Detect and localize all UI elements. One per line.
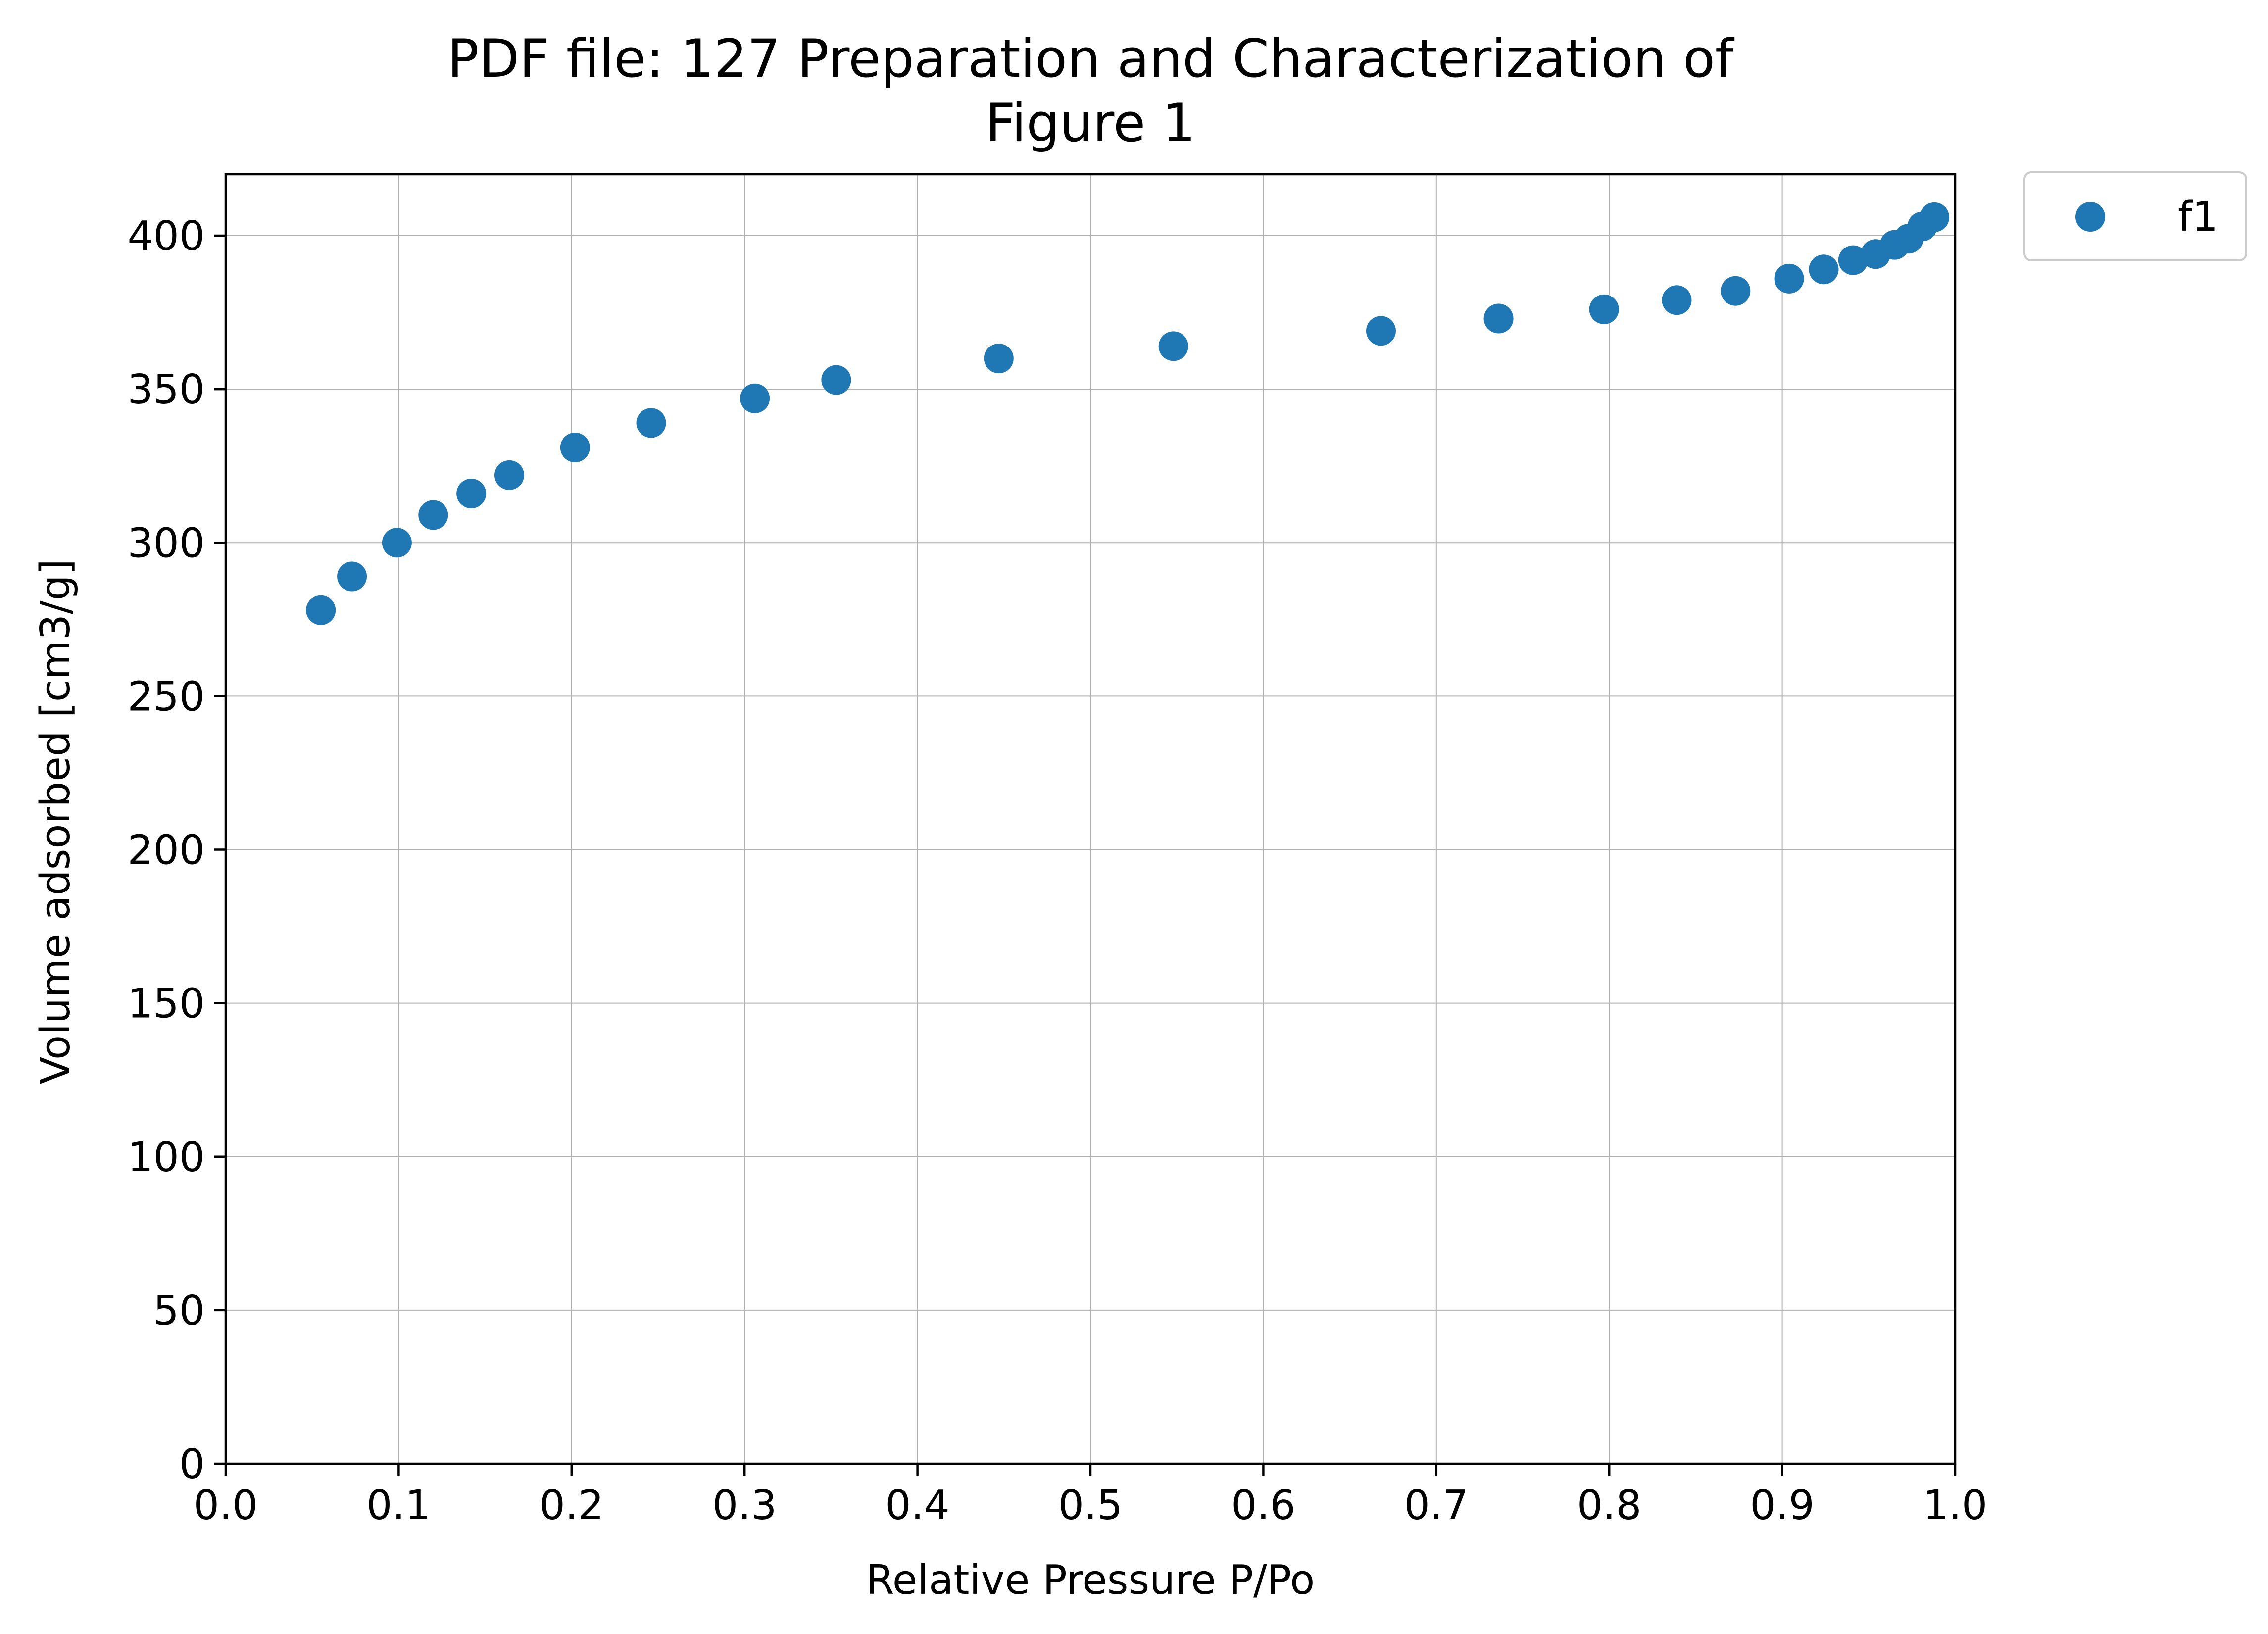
- x-axis-label: Relative Pressure P/Po: [866, 1557, 1315, 1604]
- data-point: [382, 528, 412, 558]
- y-tick-label: 0: [179, 1441, 205, 1488]
- data-point: [1721, 276, 1751, 306]
- data-point: [1662, 285, 1692, 315]
- data-point: [1589, 294, 1619, 324]
- x-tick-label: 0.8: [1577, 1482, 1641, 1529]
- data-point: [494, 460, 525, 490]
- y-tick-label: 350: [127, 366, 205, 413]
- x-tick-label: 0.2: [540, 1482, 604, 1529]
- x-tick-label: 0.4: [885, 1482, 949, 1529]
- data-point: [560, 433, 590, 463]
- y-tick-label: 100: [127, 1134, 205, 1181]
- x-tick-label: 1.0: [1923, 1482, 1987, 1529]
- legend-marker-f1: [2075, 202, 2105, 232]
- data-point: [984, 344, 1014, 374]
- x-tick-label: 0.7: [1404, 1482, 1469, 1529]
- data-points: [306, 202, 1950, 625]
- data-point: [1366, 316, 1396, 346]
- data-point: [456, 479, 487, 509]
- data-point: [306, 595, 336, 625]
- data-point: [821, 365, 851, 395]
- data-point: [740, 383, 770, 413]
- chart-title-line-1: PDF file: 127 Preparation and Characteri…: [447, 28, 1735, 89]
- y-axis-ticks: 0 50 100 150 200 250 300 350 400: [127, 213, 226, 1488]
- legend: f1: [2023, 171, 2247, 261]
- y-tick-label: 400: [127, 213, 205, 260]
- data-point: [636, 408, 666, 438]
- chart-title-line-2: Figure 1: [986, 93, 1196, 153]
- data-point: [1158, 331, 1188, 361]
- x-tick-label: 0.1: [366, 1482, 431, 1529]
- y-axis-label: Volume adsorbed [cm3/g]: [32, 559, 79, 1084]
- y-tick-label: 300: [127, 520, 205, 567]
- data-point: [418, 500, 448, 530]
- data-point: [1809, 254, 1839, 285]
- x-tick-label: 0.0: [194, 1482, 258, 1529]
- data-point: [1483, 303, 1514, 334]
- legend-box: [2023, 171, 2247, 261]
- data-point: [337, 561, 367, 592]
- legend-label-f1: f1: [2178, 194, 2218, 241]
- chart-title: PDF file: 127 Preparation and Characteri…: [447, 28, 1735, 153]
- plot-frame: [224, 173, 1957, 1465]
- x-tick-label: 0.5: [1058, 1482, 1123, 1529]
- x-tick-label: 0.9: [1750, 1482, 1814, 1529]
- y-tick-label: 250: [127, 673, 205, 720]
- data-point: [1774, 263, 1804, 294]
- x-tick-label: 0.6: [1231, 1482, 1295, 1529]
- x-tick-label: 0.3: [712, 1482, 777, 1529]
- data-point: [1838, 245, 1868, 275]
- y-tick-label: 150: [127, 981, 205, 1028]
- x-axis-ticks: 0.0 0.1 0.2 0.3 0.4 0.5 0.6 0.7 0.8 0.9 1.0: [194, 1464, 1987, 1529]
- y-tick-label: 200: [127, 827, 205, 874]
- data-point: [1920, 202, 1950, 232]
- y-tick-label: 50: [153, 1287, 205, 1335]
